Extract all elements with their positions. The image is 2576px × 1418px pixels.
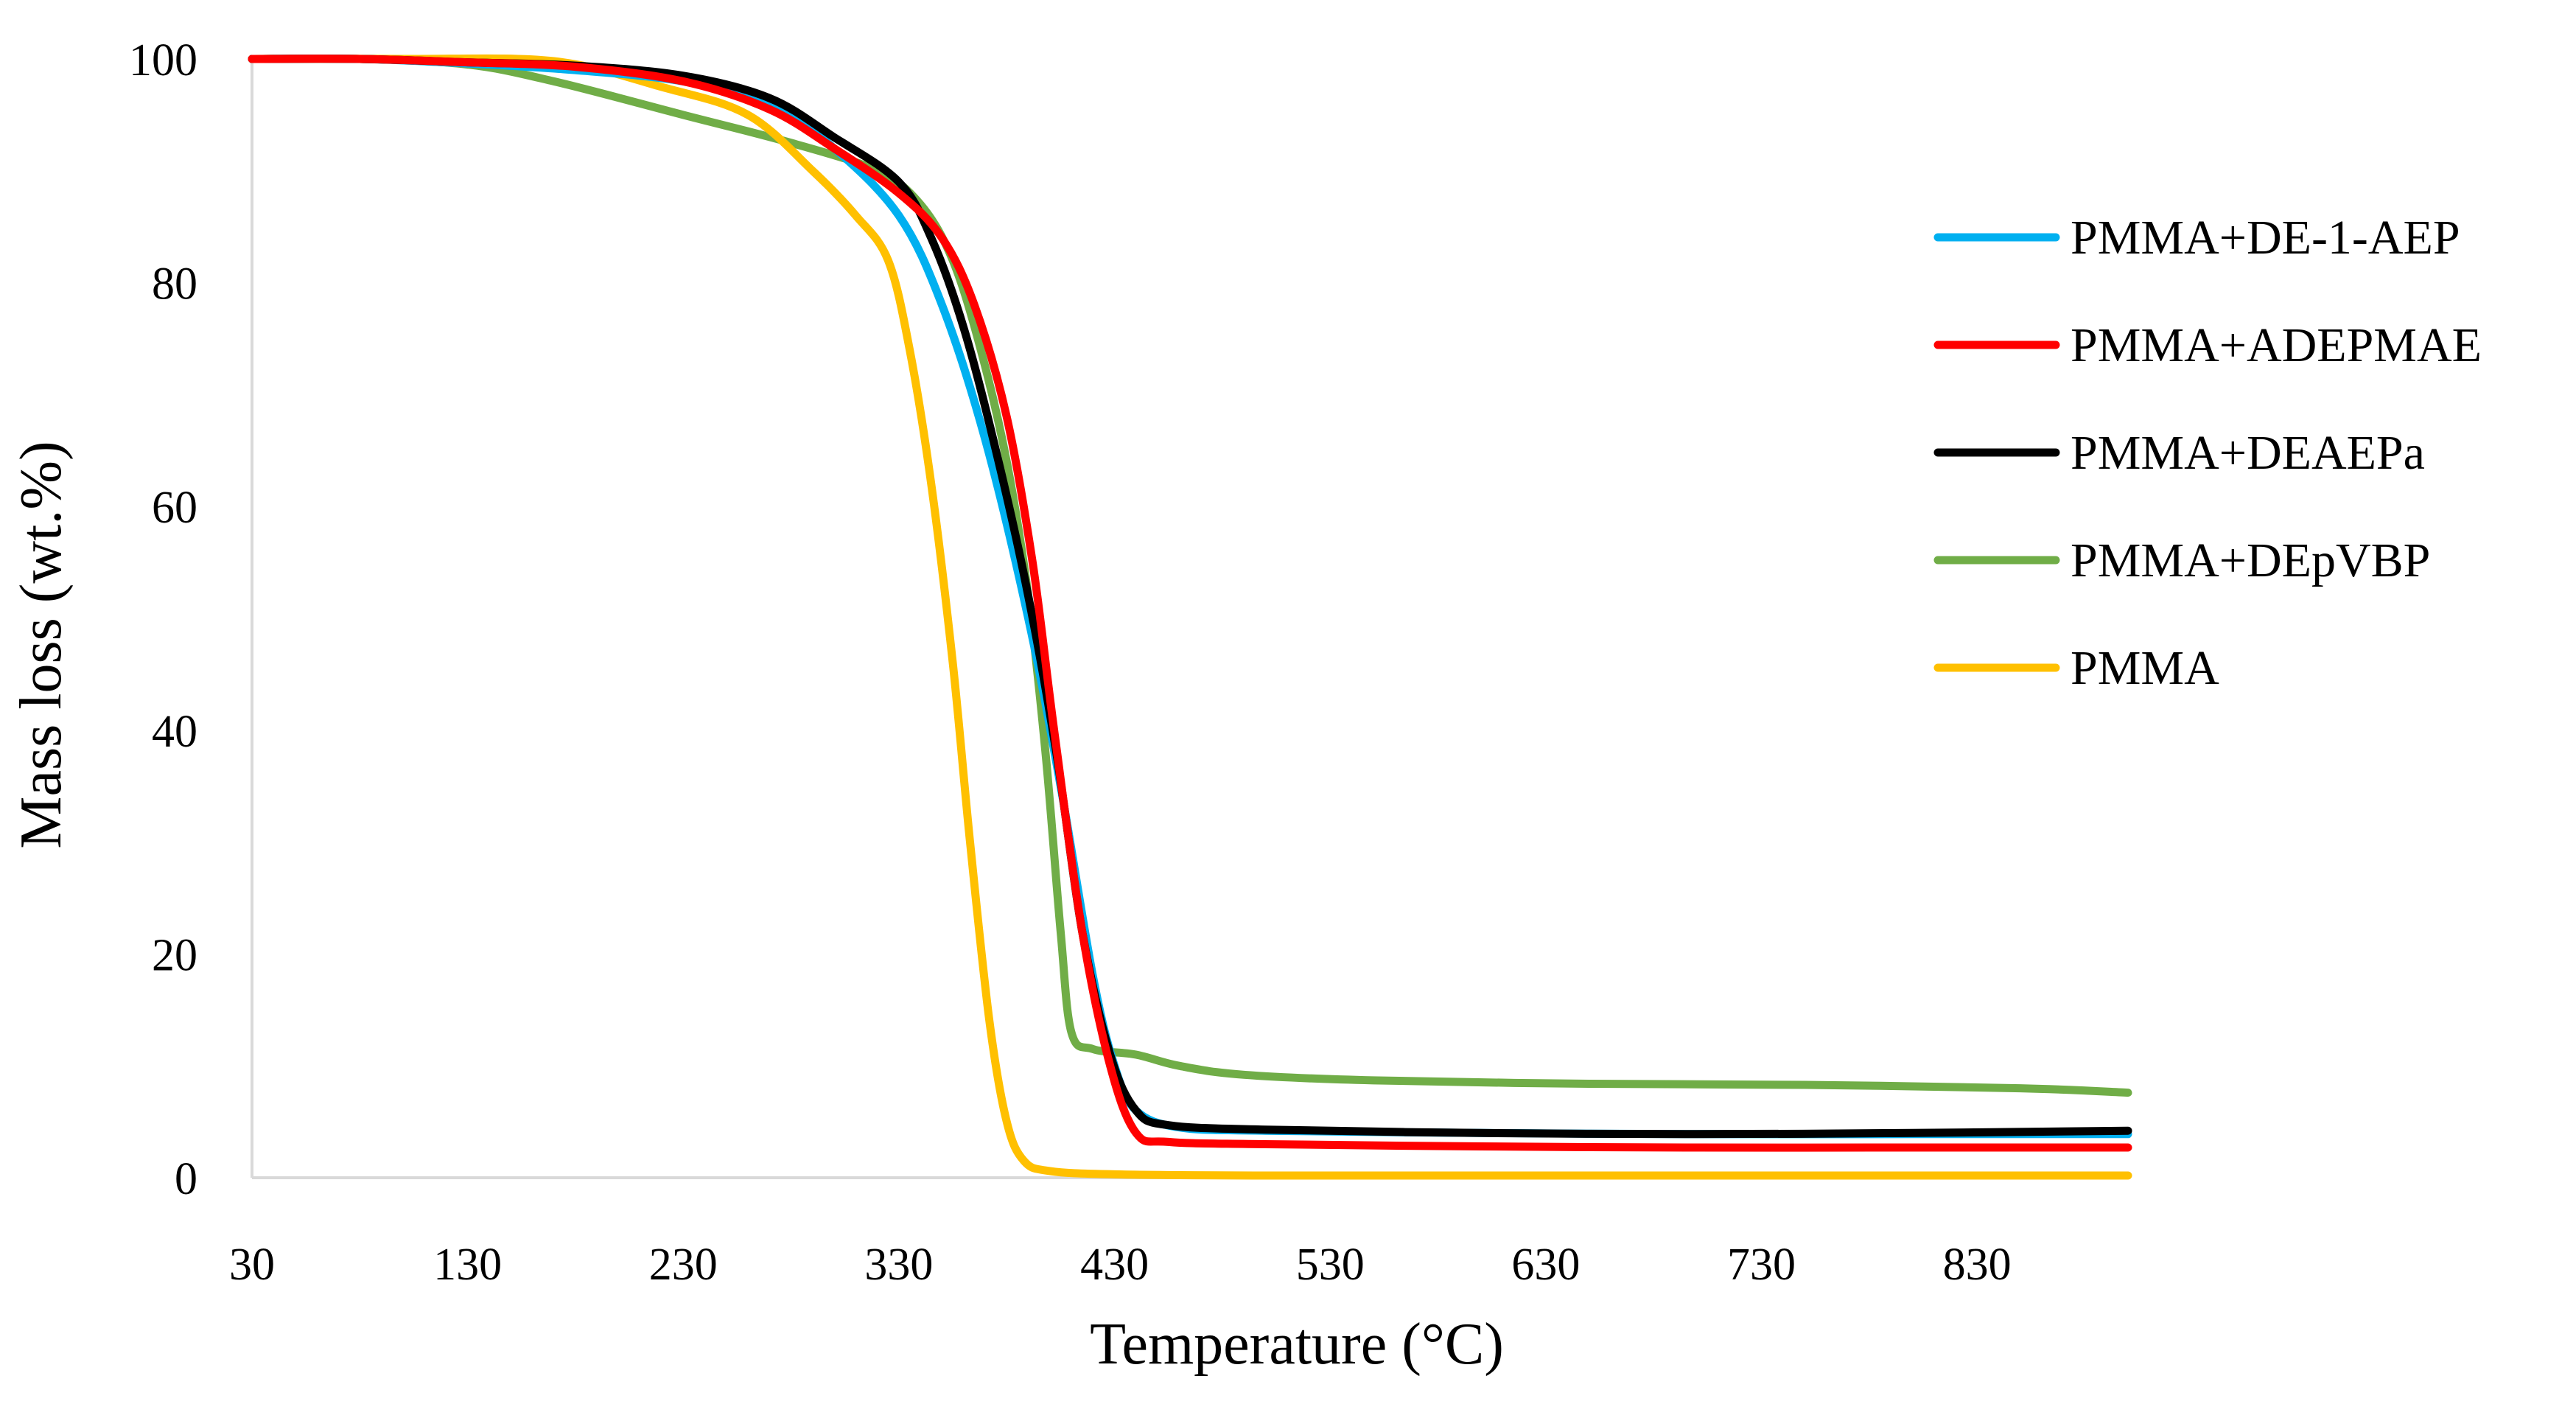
x-tick-label: 130 xyxy=(433,1240,502,1290)
legend-label: PMMA+DEpVBP xyxy=(2071,534,2430,587)
series-line-pmma xyxy=(248,54,2132,1180)
legend-label: PMMA+DE-1-AEP xyxy=(2071,211,2460,265)
series-line-pmma-de-1-aep xyxy=(248,55,2132,1139)
legend-label: PMMA xyxy=(2071,641,2219,695)
legend-label: PMMA+ADEPMAE xyxy=(2071,318,2482,372)
x-tick-label: 730 xyxy=(1727,1240,1796,1290)
tick-labels: 30 130 230 330 430 530 630 730 830 0 20 40 60 80 100 xyxy=(129,35,2012,1290)
y-tick-label: 0 xyxy=(175,1154,197,1204)
x-tick-label: 30 xyxy=(229,1240,275,1290)
y-tick-label: 20 xyxy=(152,930,197,980)
x-tick-label: 330 xyxy=(864,1240,933,1290)
x-axis-title: Temperature (°C) xyxy=(1090,1312,1504,1377)
series-line-pmma-depvbp xyxy=(248,54,2132,1097)
y-tick-label: 60 xyxy=(152,483,197,533)
axes xyxy=(251,59,2128,1179)
series-line-pmma-deaepa xyxy=(248,55,2132,1139)
x-tick-label: 830 xyxy=(1943,1240,2012,1290)
y-axis-title: Mass loss (wt.%) xyxy=(9,441,74,848)
series-line-pmma-adepmae xyxy=(248,55,2132,1152)
legend: PMMA+DE-1-AEP PMMA+ADEPMAE PMMA+DEAEPa PMMA… xyxy=(1933,211,2482,695)
x-tick-label: 630 xyxy=(1511,1240,1580,1290)
x-tick-label: 430 xyxy=(1080,1240,1149,1290)
y-tick-label: 80 xyxy=(152,259,197,310)
y-tick-label: 100 xyxy=(129,35,197,85)
y-tick-label: 40 xyxy=(152,707,197,757)
legend-label: PMMA+DEAEPa xyxy=(2071,426,2425,480)
series-lines xyxy=(248,54,2132,1180)
x-tick-label: 530 xyxy=(1296,1240,1365,1290)
x-tick-label: 230 xyxy=(649,1240,718,1290)
